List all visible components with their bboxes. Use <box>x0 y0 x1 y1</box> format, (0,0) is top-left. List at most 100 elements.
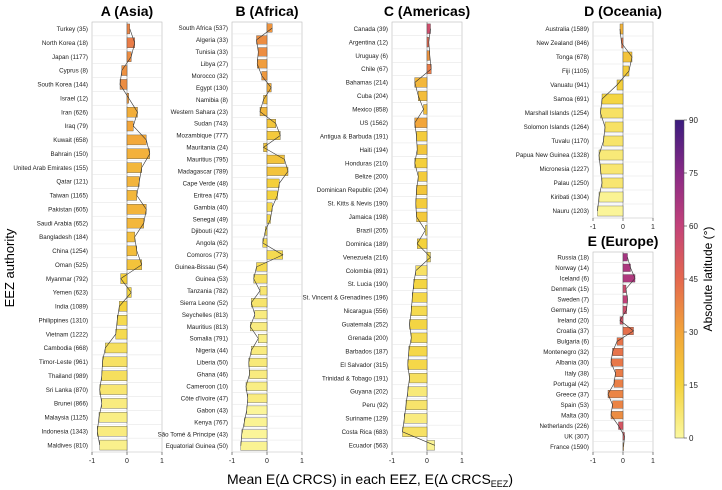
bar <box>119 79 128 90</box>
colorbar-tick-label: 75 <box>689 169 698 178</box>
panel-b-africa: B (Africa) South Africa (537) Algeria (33)… <box>158 3 304 465</box>
colorbar-tick-label: 60 <box>689 222 698 231</box>
bar <box>409 319 428 330</box>
category-label: Egypt (130) <box>196 85 228 92</box>
bar <box>414 77 428 88</box>
bar <box>246 405 268 415</box>
y-axis-label: EEZ authority <box>2 228 17 307</box>
bar <box>126 190 137 201</box>
bar <box>616 337 624 346</box>
category-label: Cyprus (8) <box>59 68 88 75</box>
colorbar-gradient <box>674 119 685 439</box>
bar <box>126 287 132 298</box>
category-label: Nigeria (44) <box>196 348 228 355</box>
bar <box>604 121 624 133</box>
bar <box>258 334 268 344</box>
category-label: Iran (626) <box>61 109 88 116</box>
bar <box>414 117 428 128</box>
bar <box>99 384 128 395</box>
category-label: Vanuatu (941) <box>550 82 589 89</box>
category-label: Portugal (42) <box>553 381 589 388</box>
bar <box>408 346 428 357</box>
category-label: Trinidad & Tobago (191) <box>322 375 388 382</box>
bar <box>248 357 268 367</box>
category-label: Japan (1177) <box>52 54 88 61</box>
x-tick-label: 0 <box>621 224 625 231</box>
x-tick-label: -1 <box>590 224 596 231</box>
category-label: South Africa (537) <box>178 25 228 32</box>
category-label: São Tomé & Principe (43) <box>158 431 228 438</box>
bar <box>597 205 624 217</box>
x-axis-label: Mean E(Δ CRCS) in each EEZ, E(Δ CRCSEEZ) <box>227 471 513 489</box>
category-label: Gabon (43) <box>197 407 228 414</box>
bar <box>245 381 268 391</box>
category-label: Netherlands (226) <box>539 423 589 430</box>
x-tick-label: -1 <box>389 458 395 465</box>
category-label: Kuwait (658) <box>53 137 88 144</box>
colorbar: Absolute latitude (°) 0 15 30 45 60 75 90 <box>674 116 715 443</box>
bar <box>126 23 130 35</box>
bar <box>247 393 268 403</box>
bar <box>266 154 285 164</box>
category-label: Venezuela (216) <box>343 254 388 261</box>
category-label: Seychelles (813) <box>182 312 228 319</box>
bar <box>613 379 624 388</box>
bar <box>256 262 268 272</box>
bar <box>266 250 283 260</box>
category-label: Yemen (623) <box>53 290 88 297</box>
category-label: Nauru (1203) <box>553 208 589 215</box>
category-label: Malta (30) <box>561 412 589 419</box>
bar <box>115 328 128 340</box>
category-label: Bangladesh (184) <box>39 234 88 241</box>
colorbar-label: Absolute latitude (°) <box>701 227 715 332</box>
bar <box>622 263 631 272</box>
category-label: Pakistan (605) <box>48 206 88 213</box>
category-label: Madagascar (789) <box>178 169 228 176</box>
bar <box>622 274 636 283</box>
bar <box>101 398 128 409</box>
bar <box>416 131 428 142</box>
bar <box>259 286 268 296</box>
bar <box>600 107 624 119</box>
category-label: Dominica (189) <box>346 241 388 248</box>
bar <box>411 332 428 343</box>
category-label: US (1562) <box>360 120 388 127</box>
colorbar-tick-label: 15 <box>689 381 698 390</box>
bar <box>615 369 624 378</box>
category-label: Dominican Republic (204) <box>317 187 388 194</box>
category-label: Belize (200) <box>355 174 388 181</box>
panel-a-asia: A (Asia) Turkey (35) North Korea (18) Japan… <box>13 3 164 465</box>
category-label: Gambia (40) <box>194 204 228 211</box>
bar <box>610 358 624 367</box>
category-label: Libya (27) <box>200 61 228 68</box>
panel-c-americas: C (Americas) Canada (39) Argentina (12) Uru… <box>302 3 470 465</box>
category-label: Samoa (691) <box>553 96 589 103</box>
category-label: India (1089) <box>55 304 88 311</box>
category-label: Nicaragua (556) <box>344 308 388 315</box>
category-label: Mauritius (795) <box>187 157 228 164</box>
category-label: Philippines (1310) <box>38 317 88 324</box>
panel-e-europe: E (Europe) Russia (18) Norway (14) Iceland … <box>539 233 658 465</box>
category-label: Argentina (12) <box>349 39 388 46</box>
x-tick-label: 1 <box>300 458 304 465</box>
bar <box>412 292 428 303</box>
panel-title: C (Americas) <box>384 3 470 19</box>
category-label: Sweden (7) <box>557 297 589 304</box>
x-tick-label: 0 <box>621 458 625 465</box>
category-label: Grenada (200) <box>348 335 388 342</box>
category-label: Maldives (810) <box>47 442 88 449</box>
bar <box>423 104 428 115</box>
category-label: Angola (62) <box>196 240 228 247</box>
category-label: Jamaica (198) <box>349 214 388 221</box>
bar <box>415 198 428 209</box>
bar <box>266 214 271 224</box>
category-label: Guinea-Bissau (54) <box>175 264 228 271</box>
trend-line <box>402 28 435 446</box>
category-label: Malaysia (1125) <box>44 415 88 422</box>
bar <box>250 322 268 332</box>
category-label: Suriname (129) <box>345 416 388 423</box>
bar <box>407 386 428 397</box>
bar <box>417 238 428 249</box>
bar <box>426 37 429 48</box>
